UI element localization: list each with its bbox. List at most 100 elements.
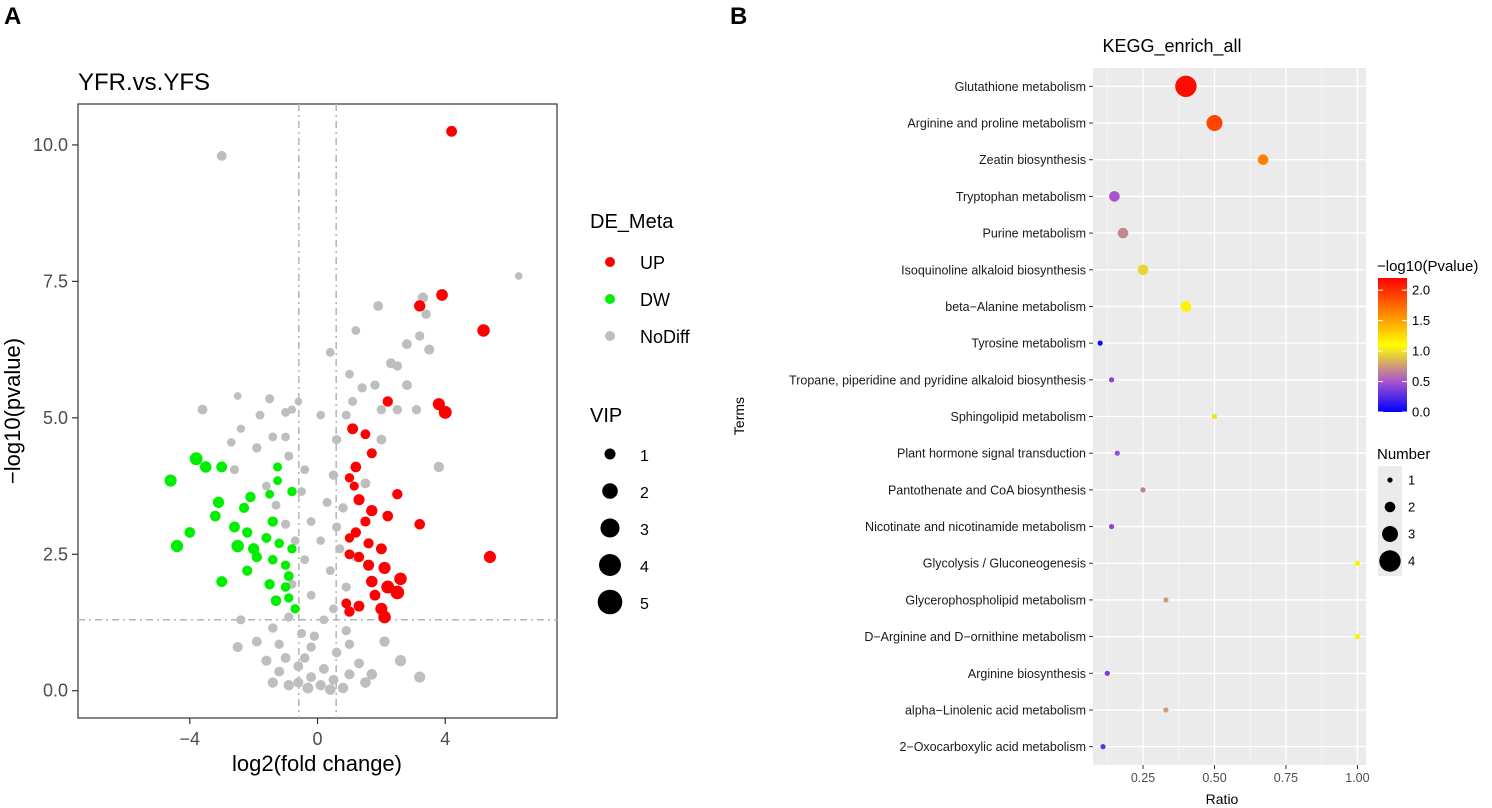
point-nodiff [306, 642, 316, 652]
point-nodiff [392, 404, 403, 415]
point-nodiff [284, 612, 294, 622]
point-up [375, 543, 387, 555]
term-label: Isoquinoline alkaloid biosynthesis [901, 263, 1086, 277]
kegg-size-legend: Number 1 2 3 4 [1377, 446, 1430, 576]
point-up [363, 559, 375, 571]
point-up [344, 549, 355, 560]
point-nodiff [216, 150, 227, 161]
kegg-points [1097, 75, 1361, 750]
point-dw [245, 491, 256, 503]
term-label: D−Arginine and D−ornithine metabolism [864, 630, 1086, 644]
point-up [353, 551, 365, 563]
point-up [394, 572, 407, 586]
point-nodiff [401, 339, 412, 350]
point-nodiff [421, 309, 431, 319]
term-label: Tyrosine metabolism [971, 337, 1086, 351]
point-nodiff [354, 658, 364, 669]
point-up [366, 448, 377, 459]
number-legend-label: 2 [1408, 500, 1415, 515]
kegg-x-label: Ratio [1206, 791, 1239, 807]
volcano-panel [77, 103, 558, 719]
term-label: Arginine and proline metabolism [907, 117, 1086, 131]
point-up [360, 516, 371, 527]
point-dw [231, 539, 244, 553]
point-up [344, 533, 355, 543]
point-nodiff [306, 517, 316, 526]
vip-legend-key [602, 483, 618, 499]
number-legend-key [1379, 550, 1401, 572]
point-dw [184, 527, 196, 538]
point-nodiff [344, 639, 355, 650]
point-nodiff [328, 674, 339, 685]
point-up [366, 575, 378, 588]
kegg-gridlines [1093, 68, 1366, 765]
point-nodiff [344, 669, 355, 680]
point-nodiff [337, 682, 349, 694]
point-nodiff [331, 434, 342, 445]
kegg-point [1257, 154, 1269, 166]
kegg-title: KEGG_enrich_all [1102, 36, 1241, 57]
point-up [349, 481, 359, 491]
point-nodiff [376, 434, 387, 445]
colorbar-tick-label: 1.5 [1412, 313, 1430, 328]
point-nodiff [392, 361, 403, 371]
kegg-x-axis: 0.25 0.50 0.75 1.00 [1131, 765, 1370, 785]
point-dw [210, 510, 221, 522]
vip-legend-label: 5 [640, 596, 649, 613]
vip-legend-key [599, 554, 621, 576]
point-nodiff [514, 272, 523, 280]
point-nodiff [318, 663, 329, 674]
term-label: Glycolysis / Gluconeogenesis [923, 557, 1086, 571]
point-dw [261, 532, 272, 543]
y-tick-label: 7.5 [43, 271, 68, 291]
point-nodiff [297, 487, 306, 496]
legend-key-up [605, 257, 615, 267]
volcano-title: YFR.vs.YFS [78, 69, 210, 96]
kegg-point [1097, 340, 1103, 346]
point-nodiff [309, 631, 320, 641]
x-tick-label: 0.75 [1274, 771, 1298, 785]
point-nodiff [335, 544, 345, 554]
point-nodiff [411, 404, 422, 415]
x-tick-label: 1.00 [1345, 771, 1369, 785]
point-nodiff [233, 392, 242, 400]
point-nodiff [351, 326, 361, 335]
kegg-point [1108, 377, 1115, 383]
point-dw [270, 595, 282, 606]
point-dw [164, 474, 177, 487]
volcano-x-label: log2(fold change) [232, 751, 402, 776]
point-nodiff [341, 625, 351, 636]
point-dw [199, 461, 212, 473]
legend-key-nodiff [605, 331, 615, 341]
point-nodiff [316, 536, 325, 545]
kegg-point [1137, 264, 1149, 276]
number-legend-label: 4 [1408, 554, 1415, 569]
point-nodiff [316, 410, 325, 420]
volcano-size-legend: VIP 1 2 3 4 5 [590, 405, 649, 615]
point-up [353, 600, 365, 612]
colorbar [1378, 278, 1407, 412]
point-nodiff [414, 331, 425, 341]
point-up [369, 589, 381, 601]
kegg-point [1354, 634, 1361, 640]
point-nodiff [300, 555, 310, 565]
point-dw [216, 461, 228, 473]
kegg-term-labels: Glutathione metabolism Arginine and proli… [789, 80, 1093, 754]
kegg-point [1109, 191, 1120, 202]
volcano-x-axis: −4 0 4 [180, 718, 450, 749]
kegg-point [1206, 115, 1223, 132]
point-nodiff [293, 661, 304, 672]
point-dw [238, 502, 250, 513]
point-nodiff [401, 380, 412, 391]
point-up [350, 461, 362, 473]
point-dw [229, 521, 240, 533]
point-up [360, 429, 371, 440]
point-nodiff [331, 647, 342, 658]
point-nodiff [306, 590, 316, 600]
point-up [414, 300, 426, 312]
kegg-y-label: Terms [731, 397, 747, 435]
point-nodiff [280, 653, 291, 663]
y-tick-label: 10.0 [33, 135, 68, 155]
point-nodiff [341, 410, 351, 420]
